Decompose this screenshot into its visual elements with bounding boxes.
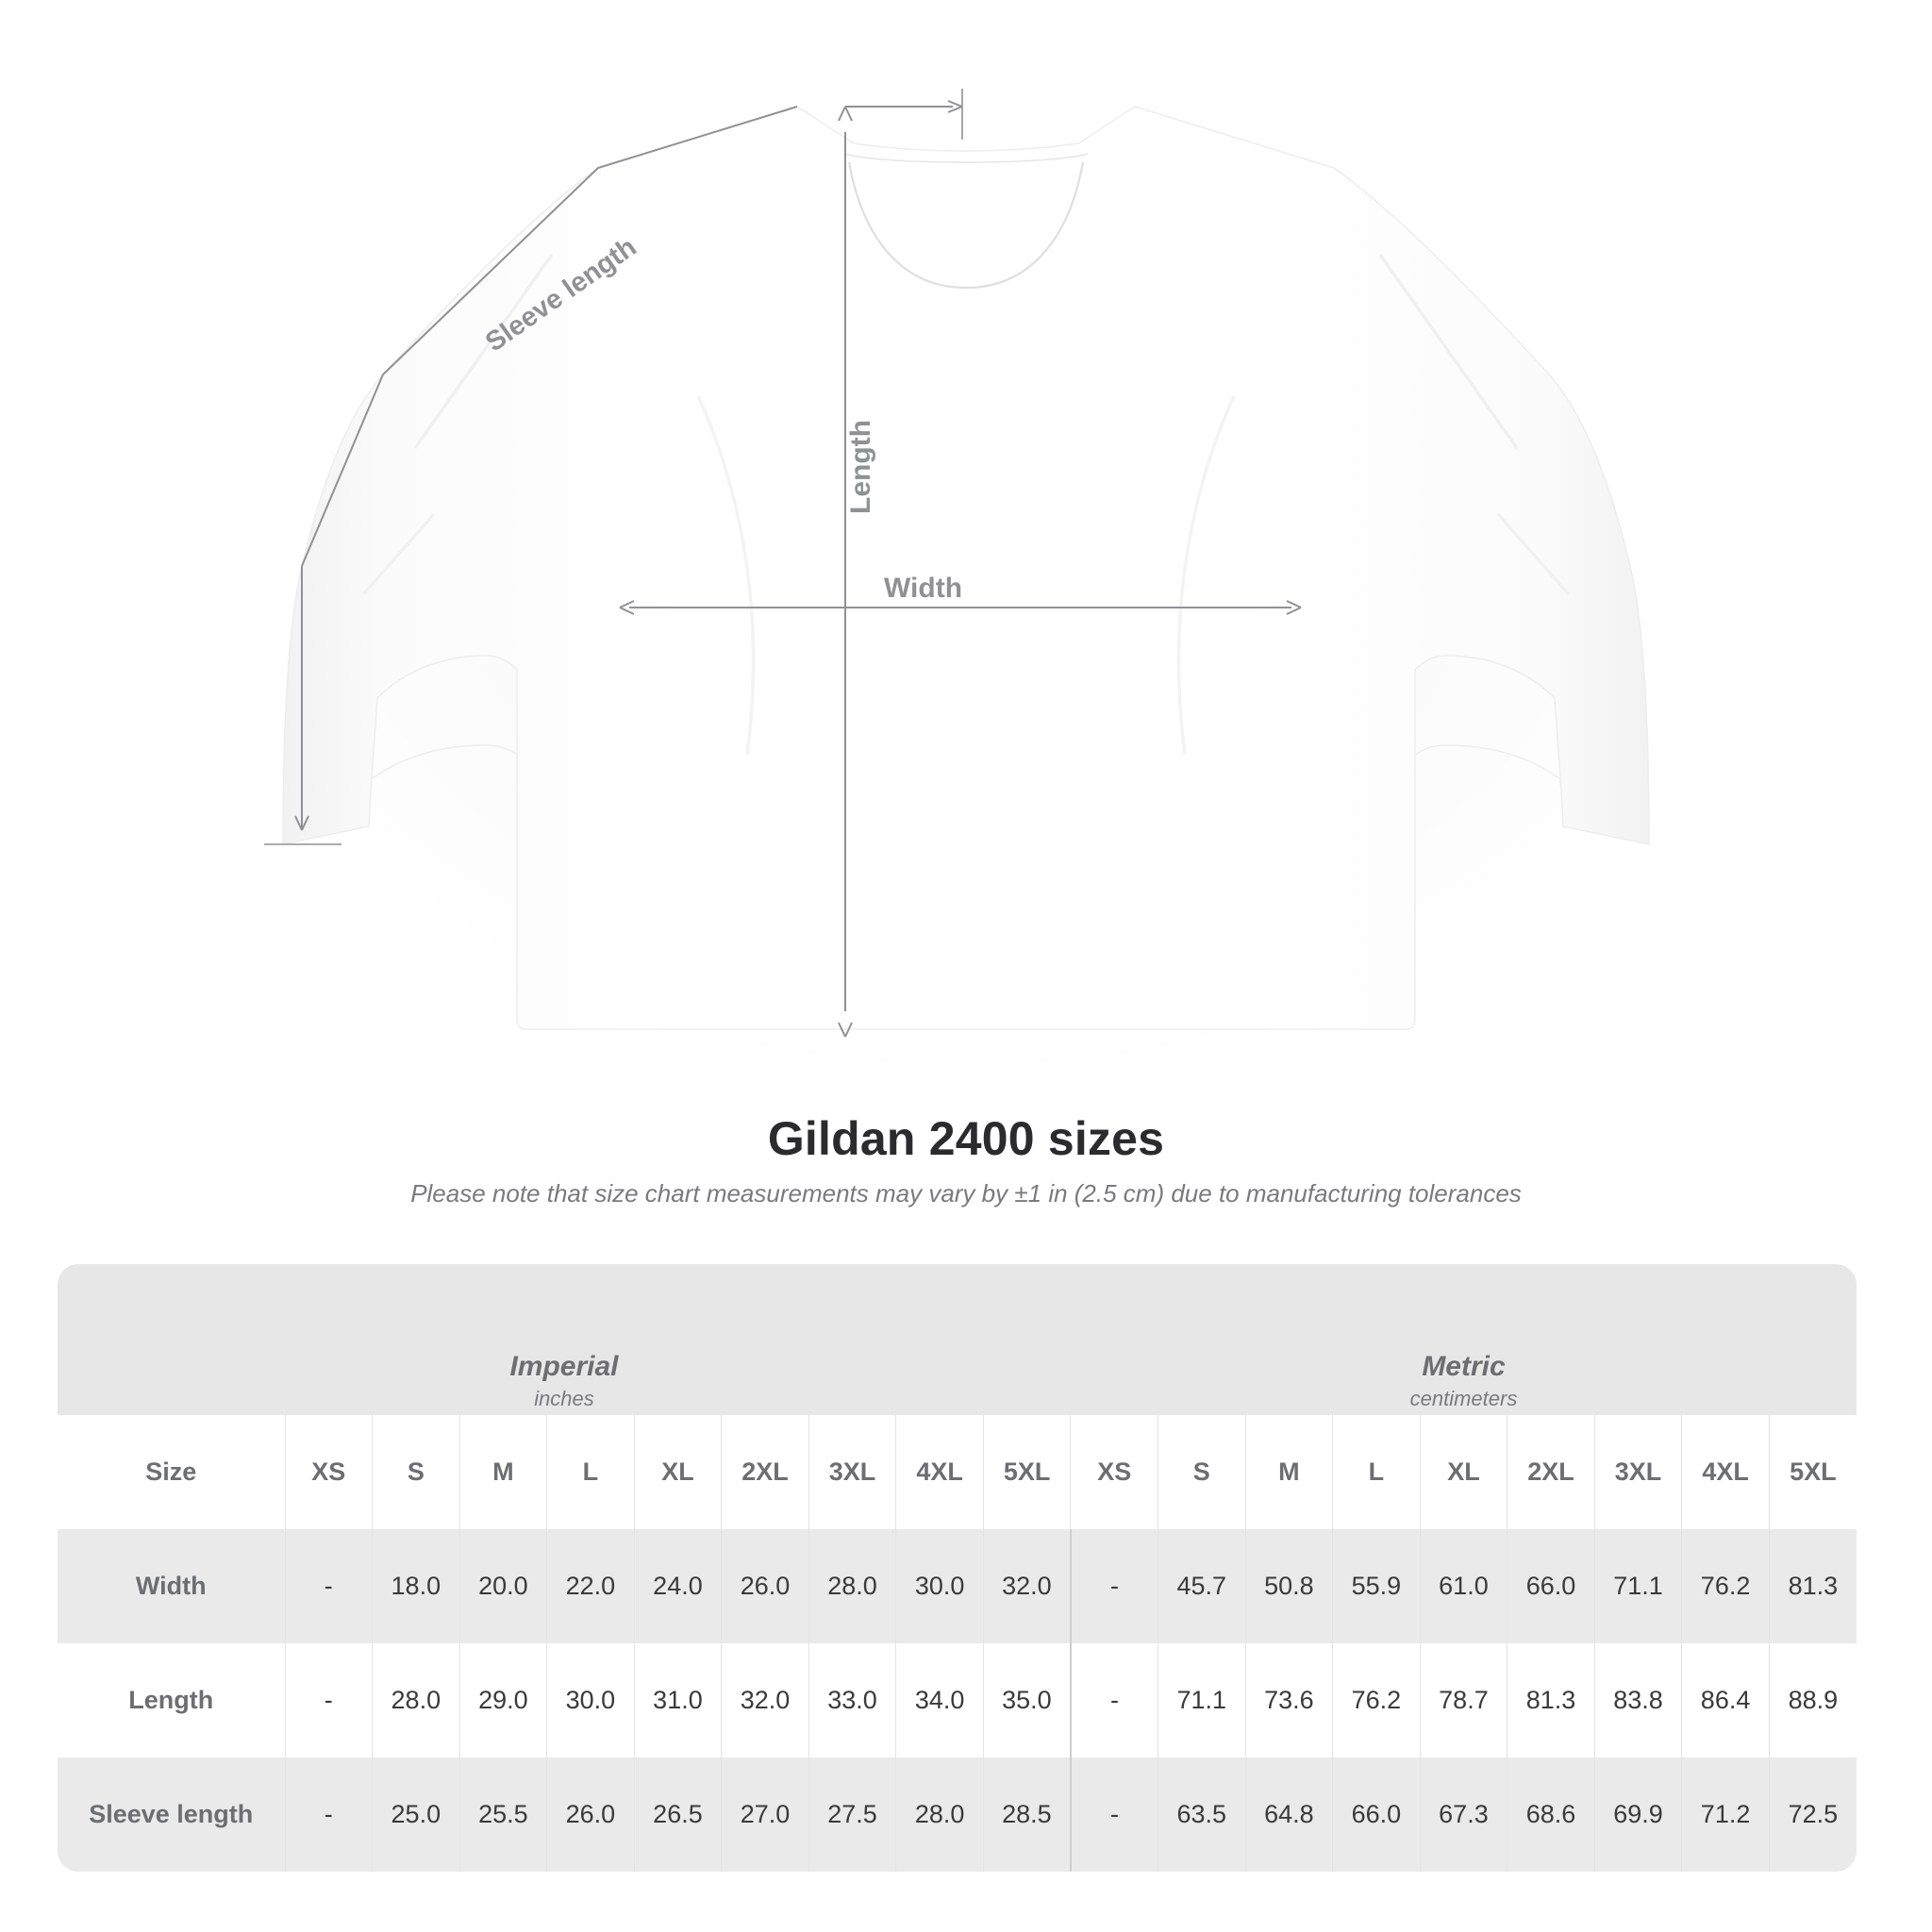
svg-text:Width: Width [884,573,962,604]
svg-text:Length: Length [845,420,876,514]
